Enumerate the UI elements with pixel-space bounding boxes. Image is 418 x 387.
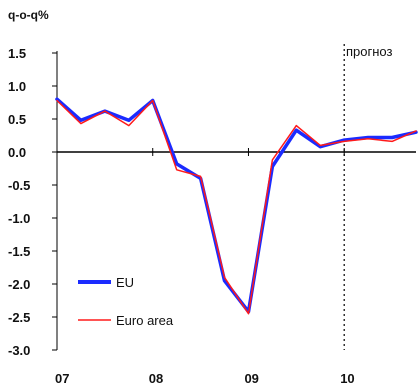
y-tick-label: -2.0: [8, 277, 30, 292]
y-tick-label: -1.0: [8, 211, 30, 226]
y-unit-label: q-o-q%: [8, 8, 49, 22]
series-line-eu: [55, 97, 418, 314]
x-axis-tick-labels: 07 08 09 10: [55, 371, 355, 386]
y-tick-label: 1.5: [8, 46, 26, 61]
y-tick-label: -2.5: [8, 310, 30, 325]
y-tick-label: 1.0: [8, 79, 26, 94]
x-tick-label: 09: [244, 371, 258, 386]
plot-area: [52, 44, 418, 351]
y-tick-label: -0.5: [8, 178, 30, 193]
series-line-euro-area: [56, 99, 417, 315]
legend-label-euro-area: Euro area: [116, 313, 174, 328]
legend-label-eu: EU: [116, 275, 134, 290]
x-tick-label: 07: [55, 371, 69, 386]
forecast-annotation: прогноз: [346, 44, 393, 59]
x-tick-label: 10: [340, 371, 354, 386]
y-tick-label: -1.5: [8, 244, 30, 259]
y-tick-label: 0.0: [8, 145, 26, 160]
y-tick-label: 0.5: [8, 112, 26, 127]
y-tick-label: -3.0: [8, 343, 30, 358]
x-tick-label: 08: [149, 371, 163, 386]
y-axis-tick-labels: 1.5 1.0 0.5 0.0 -0.5 -1.0 -1.5 -2.0 -2.5…: [8, 46, 30, 358]
legend: EU Euro area: [78, 275, 174, 328]
